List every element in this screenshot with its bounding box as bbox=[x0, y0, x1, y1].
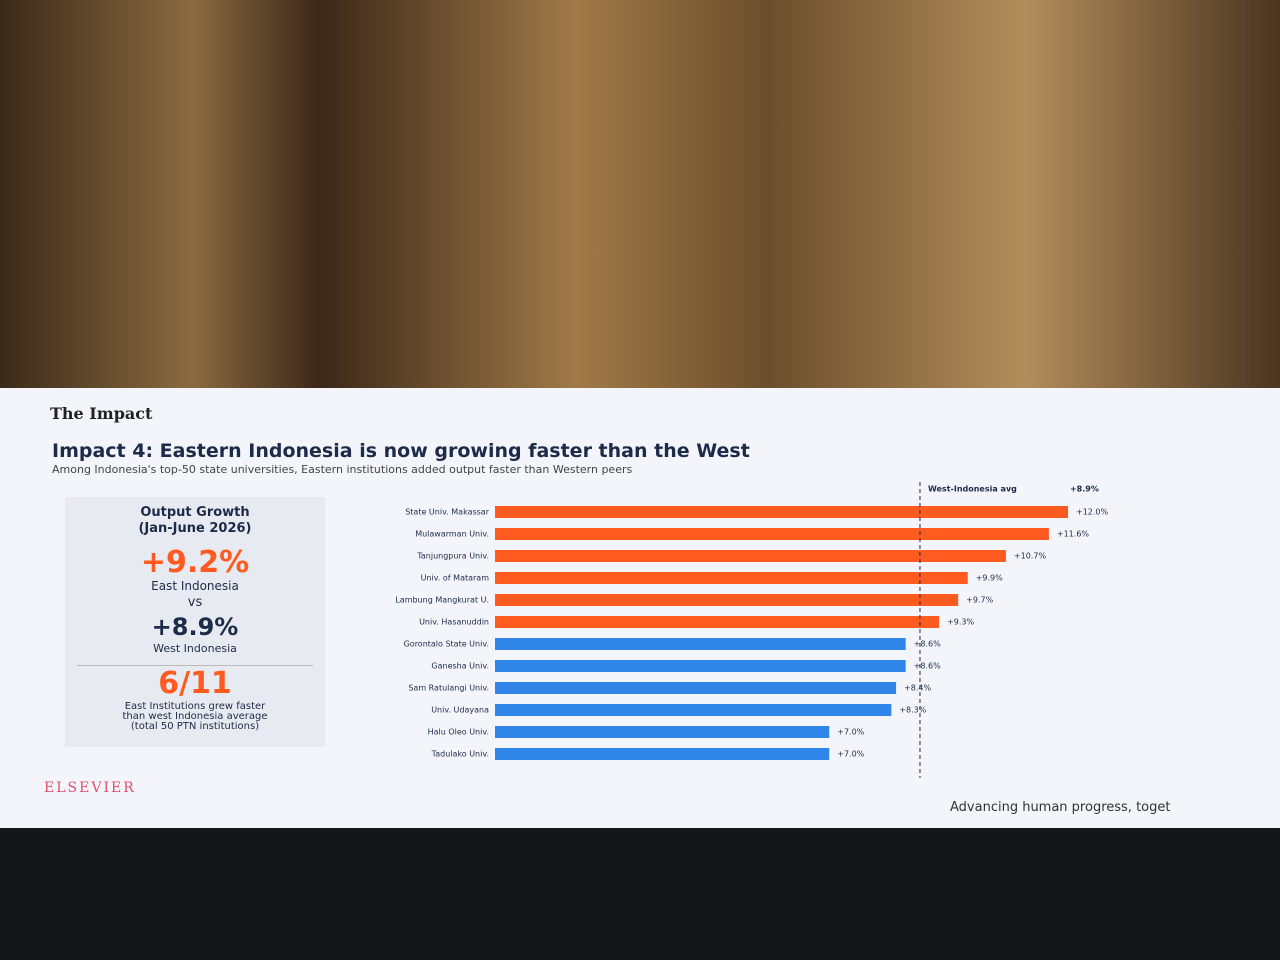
ratio-note: East Institutions grew faster than west … bbox=[122, 701, 268, 732]
audience bbox=[0, 828, 1280, 960]
value-label: +9.3% bbox=[947, 618, 974, 627]
brand: ELSEVIER bbox=[44, 780, 136, 796]
bar bbox=[495, 616, 940, 628]
reference-label: West-Indonesia avg bbox=[928, 485, 1017, 494]
value-label: +12.0% bbox=[1076, 508, 1109, 517]
value-label: +7.0% bbox=[837, 728, 864, 737]
reference-value: +8.9% bbox=[1070, 485, 1099, 494]
bar bbox=[495, 572, 968, 584]
category-label: Univ. Hasanuddin bbox=[419, 618, 489, 627]
bar bbox=[495, 704, 892, 716]
value-label: +11.6% bbox=[1057, 530, 1090, 539]
bar bbox=[495, 682, 897, 694]
bar bbox=[495, 660, 906, 672]
category-label: Mulawarman Univ. bbox=[415, 530, 489, 539]
category-label: State Univ. Makassar bbox=[405, 508, 490, 517]
value-label: +10.7% bbox=[1014, 552, 1047, 561]
bar bbox=[495, 726, 830, 738]
west-label: West Indonesia bbox=[153, 642, 237, 655]
value-label: +8.6% bbox=[914, 662, 941, 671]
category-label: Lambung Mangkurat U. bbox=[395, 596, 489, 605]
value-label: +8.6% bbox=[914, 640, 941, 649]
tagline: Advancing human progress, toget bbox=[950, 800, 1171, 815]
category-label: Sam Ratulangi Univ. bbox=[408, 684, 489, 693]
value-label: +7.0% bbox=[837, 750, 864, 759]
heading: Output Growth bbox=[140, 505, 250, 520]
summary-panel: Output Growth (Jan-June 2026) +9.2% East… bbox=[65, 497, 325, 747]
value-label: +9.7% bbox=[966, 596, 993, 605]
value-label: +8.4% bbox=[904, 684, 931, 693]
value-label: +8.3% bbox=[899, 706, 926, 715]
east-value: +9.2% bbox=[140, 545, 250, 580]
west-value: +8.9% bbox=[151, 613, 239, 641]
category-label: Univ. Udayana bbox=[431, 706, 489, 715]
category-label: Tadulako Univ. bbox=[431, 750, 489, 759]
bar bbox=[495, 638, 906, 650]
category-label: Gorontalo State Univ. bbox=[404, 640, 489, 649]
vs: vs bbox=[187, 595, 203, 610]
section: The Impact bbox=[50, 404, 153, 423]
bar bbox=[495, 594, 959, 606]
bar bbox=[495, 550, 1006, 562]
category-label: Ganesha Univ. bbox=[431, 662, 489, 671]
category-label: Tanjungpura Univ. bbox=[416, 552, 489, 561]
subtitle: Among Indonesia's top-50 state universit… bbox=[52, 463, 633, 476]
east-label: East Indonesia bbox=[151, 579, 239, 593]
bar bbox=[495, 528, 1049, 540]
ratio: 6/11 bbox=[77, 665, 313, 701]
category-label: Univ. of Mataram bbox=[421, 574, 490, 583]
title: Impact 4: Eastern Indonesia is now growi… bbox=[52, 440, 750, 462]
value-label: +9.9% bbox=[976, 574, 1003, 583]
bar bbox=[495, 506, 1068, 518]
period: (Jan-June 2026) bbox=[138, 521, 252, 536]
bar bbox=[495, 748, 830, 760]
category-label: Halu Oleo Univ. bbox=[428, 728, 489, 737]
